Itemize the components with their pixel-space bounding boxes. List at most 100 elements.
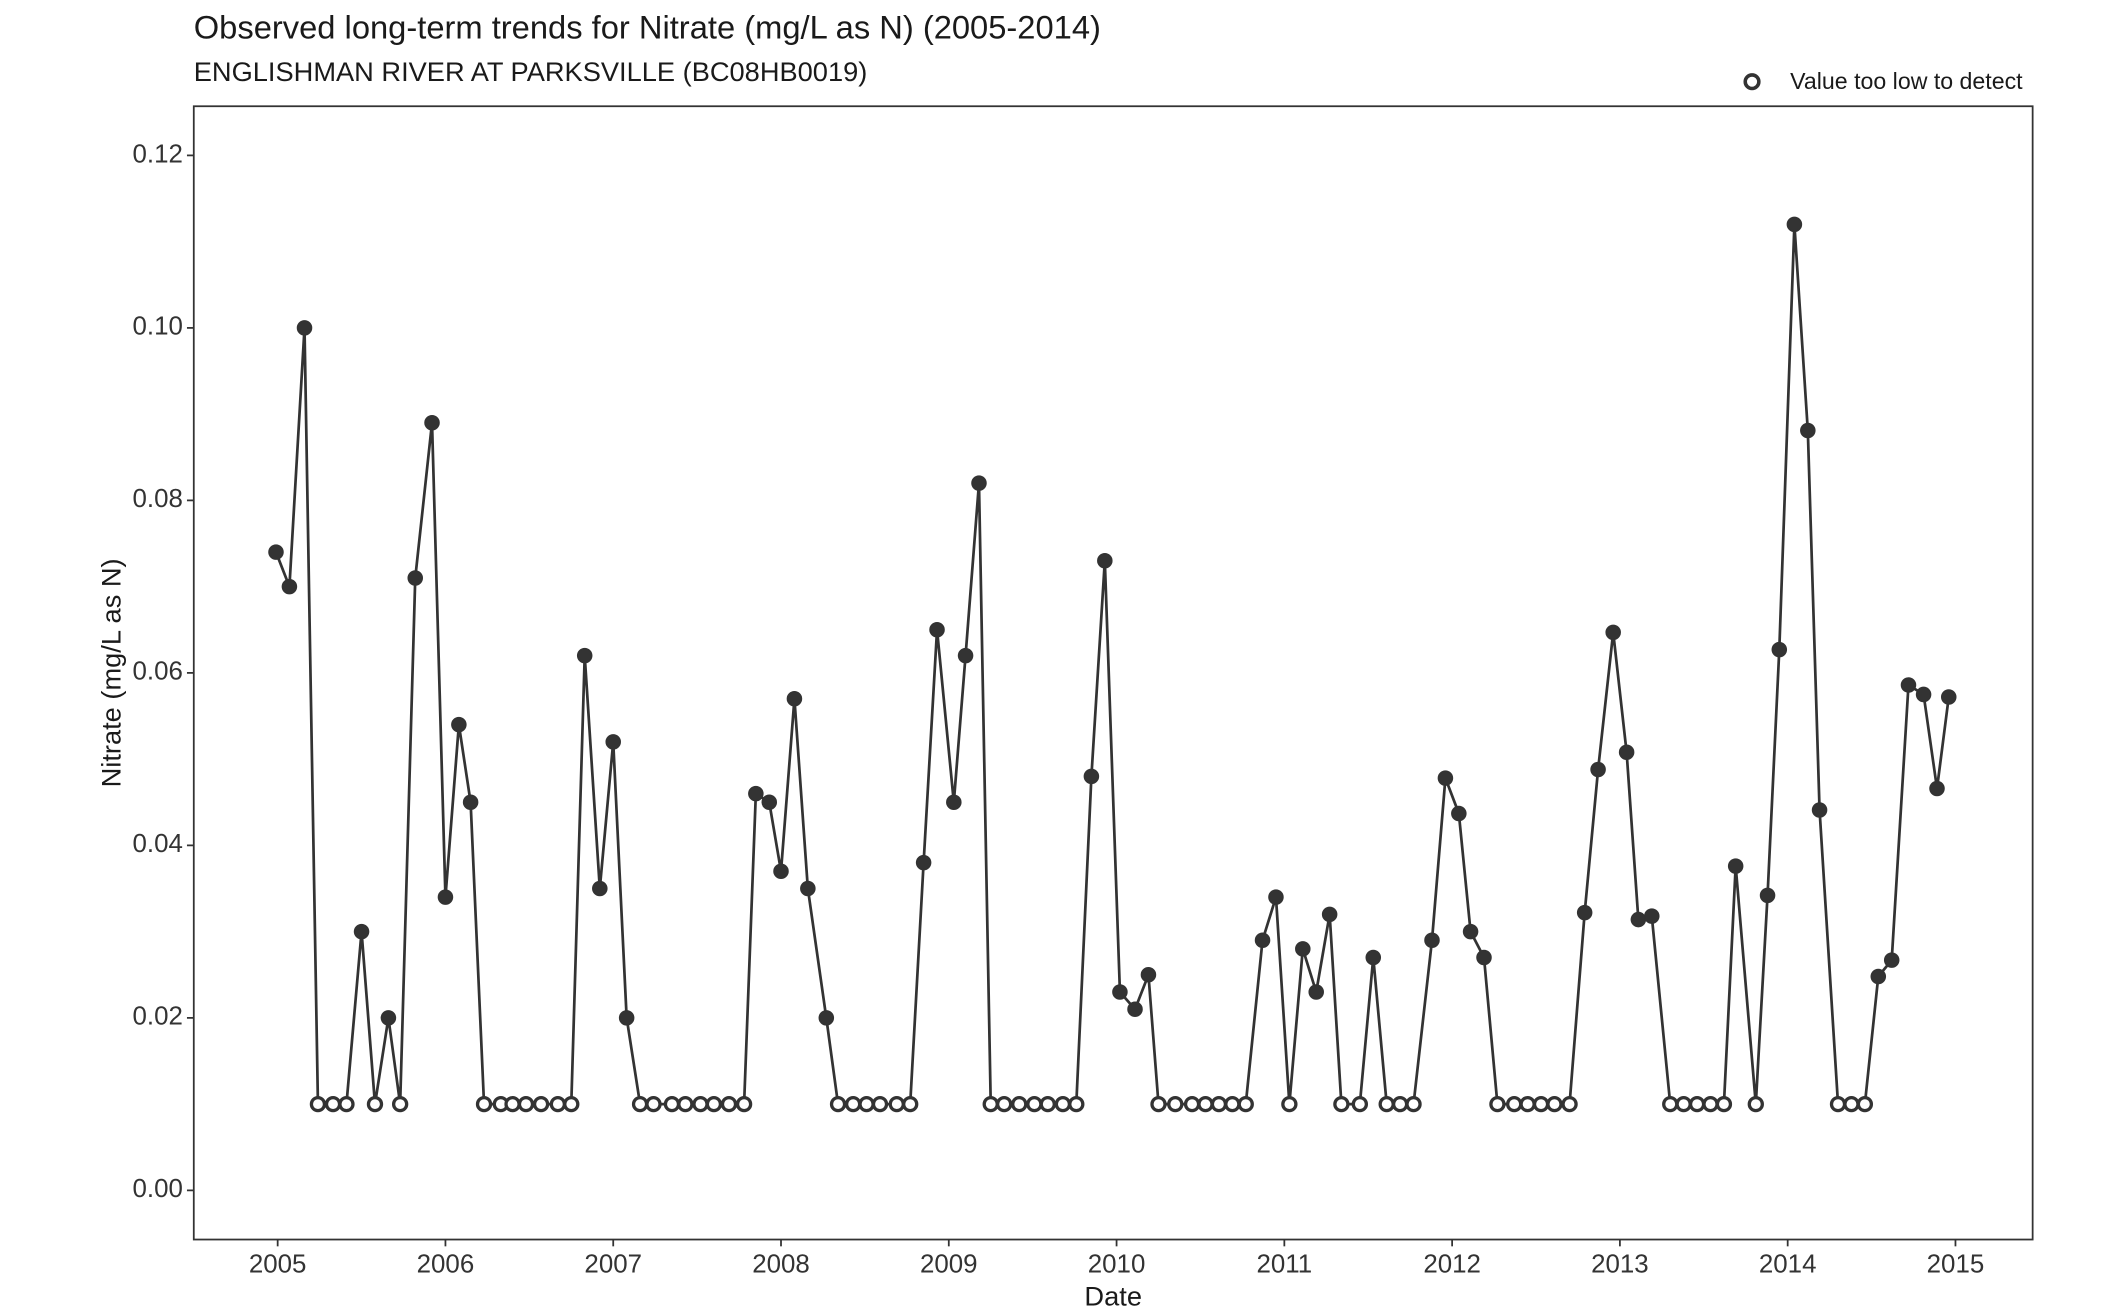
nondetect-point xyxy=(1391,1095,1409,1113)
x-tick-label: 2013 xyxy=(1591,1250,1649,1278)
legend-label: Value too low to detect xyxy=(1790,68,2023,94)
data-point xyxy=(818,1010,835,1026)
data-point xyxy=(1786,216,1803,233)
data-point xyxy=(761,794,778,811)
data-point xyxy=(592,880,608,897)
y-axis-label: Nitrate (mg/L as N) xyxy=(96,558,127,787)
nondetect-point xyxy=(888,1095,905,1113)
data-point xyxy=(1870,968,1887,985)
nondetect-point xyxy=(1519,1095,1536,1113)
nondetect-point xyxy=(1054,1095,1072,1113)
nondetect-point xyxy=(1829,1095,1847,1113)
nondetect-point xyxy=(1506,1095,1523,1113)
nondetect-point xyxy=(1843,1095,1860,1113)
nondetect-point xyxy=(391,1095,409,1113)
data-point xyxy=(1590,761,1606,778)
nondetect-point xyxy=(1197,1095,1214,1113)
x-tick-label: 2009 xyxy=(920,1250,978,1278)
data-point xyxy=(1097,553,1113,569)
data-point xyxy=(1800,422,1816,439)
data-point xyxy=(929,622,945,638)
data-point xyxy=(462,794,479,811)
data-point xyxy=(946,794,962,811)
data-point xyxy=(1929,780,1945,797)
nondetect-point xyxy=(475,1095,493,1113)
nondetect-point xyxy=(982,1095,999,1113)
nondetect-point xyxy=(692,1095,709,1113)
nondetect-point xyxy=(1167,1095,1184,1113)
x-tick-label: 2007 xyxy=(584,1250,642,1278)
data-point xyxy=(1451,805,1467,822)
nondetect-point xyxy=(1489,1095,1506,1113)
data-point xyxy=(296,320,313,336)
nondetect-point xyxy=(1039,1095,1056,1113)
nondetect-point xyxy=(1856,1095,1874,1113)
data-point xyxy=(1605,624,1621,641)
nondetect-point xyxy=(844,1095,862,1113)
data-point xyxy=(1295,941,1311,957)
x-tick-label: 2010 xyxy=(1088,1250,1146,1278)
nondetect-point xyxy=(549,1095,567,1113)
data-point xyxy=(281,578,298,595)
nondetect-point xyxy=(995,1095,1013,1113)
chart-title: Observed long-term trends for Nitrate (m… xyxy=(194,9,1101,46)
data-point xyxy=(268,544,284,560)
nondetect-point xyxy=(324,1095,342,1113)
data-point xyxy=(748,785,764,802)
nondetect-point xyxy=(1546,1095,1563,1113)
nondetect-point xyxy=(1011,1095,1028,1113)
x-tick-label: 2011 xyxy=(1257,1250,1313,1278)
data-point xyxy=(1424,932,1440,949)
data-point xyxy=(353,923,370,940)
nondetect-point xyxy=(309,1095,327,1113)
data-point xyxy=(1900,677,1917,693)
nondetect-point xyxy=(1561,1095,1578,1113)
nondetect-point xyxy=(735,1095,753,1113)
data-point xyxy=(1771,641,1788,658)
nondetect-point xyxy=(1351,1095,1369,1113)
data-point xyxy=(1940,689,1957,705)
nondetect-point xyxy=(1378,1095,1395,1113)
nondetect-point xyxy=(1183,1095,1201,1113)
data-point xyxy=(1759,887,1776,904)
nondetect-point xyxy=(504,1095,521,1113)
data-point xyxy=(424,415,440,431)
data-point xyxy=(605,734,621,750)
data-point xyxy=(1308,984,1324,1000)
nondetect-point xyxy=(645,1095,662,1113)
nondetect-point xyxy=(1026,1095,1043,1113)
nondetect-point xyxy=(1715,1095,1733,1113)
data-point xyxy=(618,1010,635,1026)
nondetect-point xyxy=(1675,1095,1692,1113)
data-point xyxy=(576,647,593,664)
nondetect-point xyxy=(677,1095,694,1113)
y-tick-label: 0.12 xyxy=(133,140,183,168)
legend-marker xyxy=(1743,73,1761,91)
data-point xyxy=(1462,923,1479,940)
x-tick-label: 2015 xyxy=(1927,1250,1985,1278)
data-point xyxy=(1811,802,1828,818)
nondetect-point xyxy=(366,1095,384,1113)
nondetect-point xyxy=(858,1095,875,1113)
x-axis-label: Date xyxy=(1084,1280,1142,1309)
nondetect-point xyxy=(532,1095,550,1113)
y-tick-label: 0.06 xyxy=(133,658,183,686)
nondetect-point xyxy=(663,1095,681,1113)
y-tick-label: 0.04 xyxy=(133,830,183,858)
data-point xyxy=(957,647,974,664)
y-tick-label: 0.08 xyxy=(133,485,183,513)
data-point xyxy=(800,880,816,897)
nondetect-point xyxy=(1688,1095,1706,1113)
nondetect-point xyxy=(631,1095,649,1113)
data-point xyxy=(1437,770,1454,786)
data-point xyxy=(451,716,467,733)
data-point xyxy=(1321,906,1338,923)
nondetect-point xyxy=(517,1095,535,1113)
nondetect-point xyxy=(1281,1095,1298,1113)
data-point xyxy=(971,475,987,491)
nondetect-point xyxy=(1405,1095,1422,1113)
data-point xyxy=(1268,889,1284,905)
nondetect-point xyxy=(563,1095,580,1113)
